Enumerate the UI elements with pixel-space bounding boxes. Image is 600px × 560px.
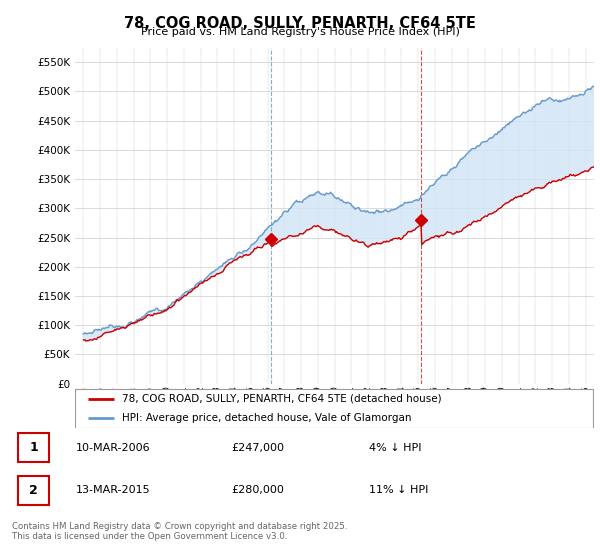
FancyBboxPatch shape [18,433,49,462]
Text: 10-MAR-2006: 10-MAR-2006 [76,443,150,453]
Text: 78, COG ROAD, SULLY, PENARTH, CF64 5TE: 78, COG ROAD, SULLY, PENARTH, CF64 5TE [124,16,476,31]
Text: 2: 2 [29,484,38,497]
Text: Contains HM Land Registry data © Crown copyright and database right 2025.
This d: Contains HM Land Registry data © Crown c… [12,522,347,542]
Text: 78, COG ROAD, SULLY, PENARTH, CF64 5TE (detached house): 78, COG ROAD, SULLY, PENARTH, CF64 5TE (… [122,394,442,404]
Text: 4% ↓ HPI: 4% ↓ HPI [369,443,422,453]
Text: HPI: Average price, detached house, Vale of Glamorgan: HPI: Average price, detached house, Vale… [122,413,411,422]
Text: £247,000: £247,000 [231,443,284,453]
FancyBboxPatch shape [75,389,593,428]
Text: 1: 1 [29,441,38,454]
Text: £280,000: £280,000 [231,485,284,495]
Text: 13-MAR-2015: 13-MAR-2015 [76,485,150,495]
Text: 11% ↓ HPI: 11% ↓ HPI [369,485,428,495]
Text: Price paid vs. HM Land Registry's House Price Index (HPI): Price paid vs. HM Land Registry's House … [140,27,460,37]
FancyBboxPatch shape [18,476,49,505]
